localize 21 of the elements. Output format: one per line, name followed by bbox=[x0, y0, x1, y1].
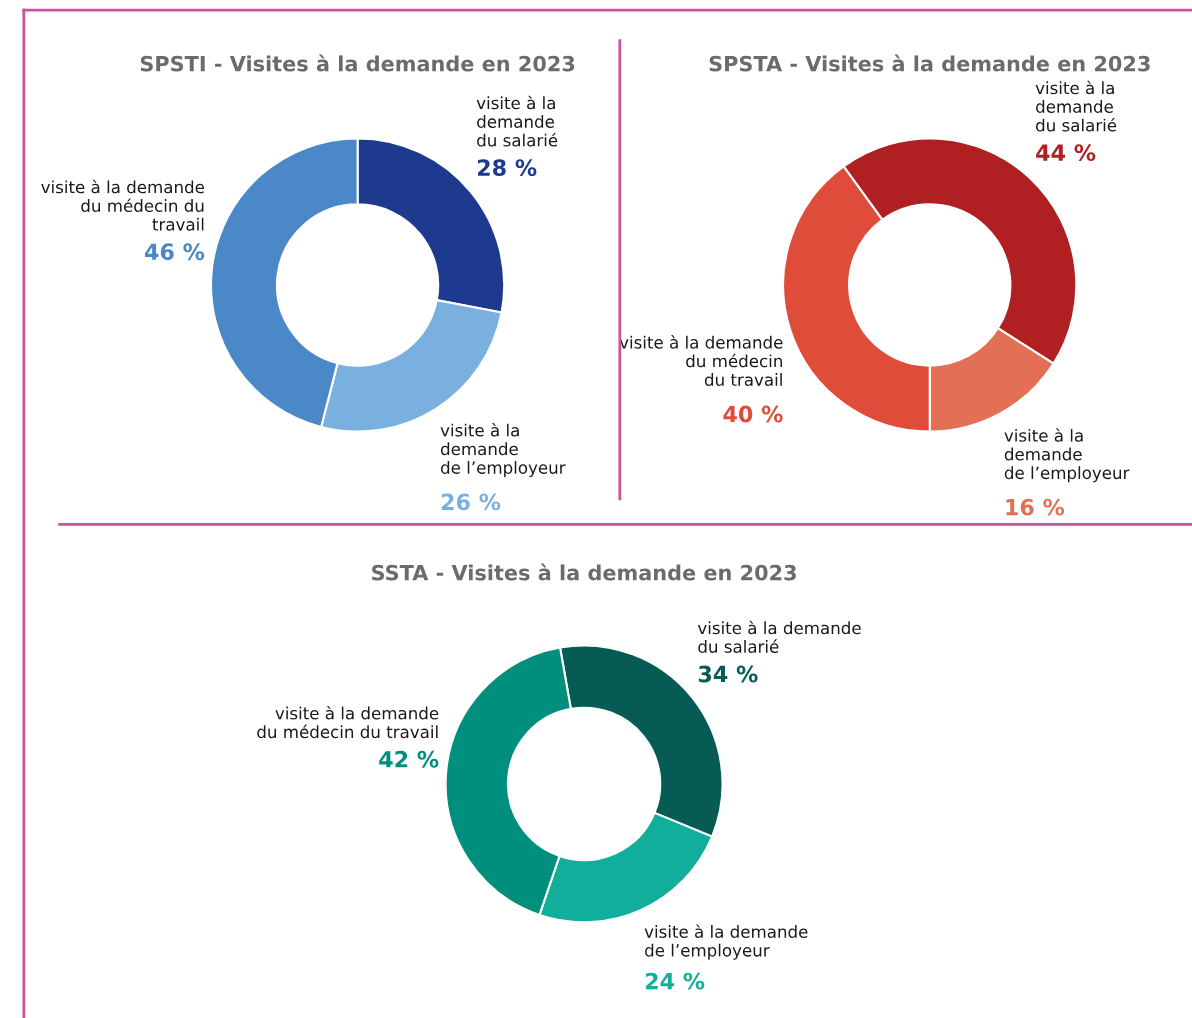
data-label: 42 % bbox=[379, 750, 439, 768]
data-label: 40 % bbox=[723, 405, 783, 423]
chart-title: SPSTI - Visites à la demande en 2023 bbox=[140, 54, 575, 72]
data-label: 46 % bbox=[144, 243, 205, 261]
slice-label: visite à la demande du salarié bbox=[697, 620, 861, 653]
slice-label: visite à la demande de l’employeur bbox=[440, 423, 566, 478]
chart-title: SPSTA - Visites à la demande en 2023 bbox=[709, 54, 1150, 72]
slice-label: visite à la demande du médecin du travail bbox=[257, 705, 439, 739]
slice-label: visite à la demande du salarié bbox=[1035, 80, 1117, 132]
slice-label: visite à la demande de l’employeur bbox=[644, 924, 808, 960]
chart-title: SSTA - Visites à la demande en 2023 bbox=[372, 563, 796, 581]
slice-label: visite à la demande du médecin du travail bbox=[619, 335, 783, 386]
slice-label: visite à la demande du salarié bbox=[476, 95, 558, 147]
data-label: 16 % bbox=[1006, 498, 1065, 516]
slice-label: visite à la demande de l’employeur bbox=[1004, 428, 1130, 483]
data-label: 44 % bbox=[1036, 144, 1096, 162]
data-label: 26 % bbox=[441, 493, 501, 511]
data-label: 28 % bbox=[477, 159, 537, 177]
slice-label: visite à la demande du médecin du travail bbox=[41, 179, 204, 231]
data-label: 24 % bbox=[645, 972, 705, 990]
data-label: 34 % bbox=[698, 665, 758, 683]
